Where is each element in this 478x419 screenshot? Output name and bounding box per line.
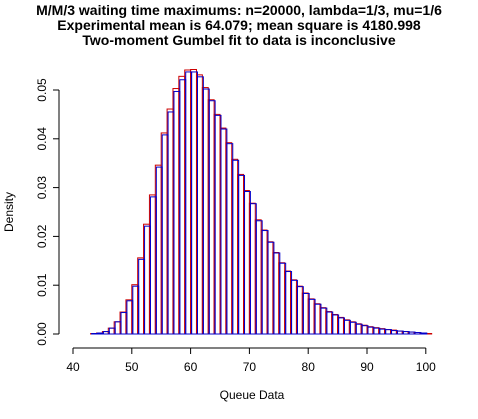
y-tick-label: 0.04 bbox=[35, 127, 49, 151]
y-tick-label: 0.03 bbox=[35, 176, 49, 200]
x-tick-label: 80 bbox=[302, 360, 316, 374]
y-tick-label: 0.05 bbox=[35, 78, 49, 102]
histogram-bar bbox=[420, 332, 428, 335]
x-axis-label: Queue Data bbox=[220, 388, 285, 402]
y-tick-label: 0.01 bbox=[35, 273, 49, 297]
y-axis-label: Density bbox=[2, 192, 16, 232]
chart-title-line-1: M/M/3 waiting time maximums: n=20000, la… bbox=[36, 2, 442, 18]
x-tick-label: 40 bbox=[66, 360, 80, 374]
y-tick-label: 0.02 bbox=[35, 224, 49, 248]
x-tick-label: 70 bbox=[243, 360, 257, 374]
x-tick-label: 90 bbox=[360, 360, 374, 374]
x-tick-label: 100 bbox=[416, 360, 436, 374]
gumbel-fit-series bbox=[90, 69, 433, 335]
data-histogram-series bbox=[91, 71, 428, 335]
histogram-bar bbox=[97, 332, 104, 335]
y-tick-label: 0.00 bbox=[35, 322, 49, 346]
chart-title-line-3: Two-moment Gumbel fit to data is inconcl… bbox=[82, 32, 396, 48]
chart-title-line-2: Experimental mean is 64.079; mean square… bbox=[57, 17, 421, 33]
x-tick-label: 50 bbox=[125, 360, 139, 374]
x-tick-label: 60 bbox=[184, 360, 198, 374]
